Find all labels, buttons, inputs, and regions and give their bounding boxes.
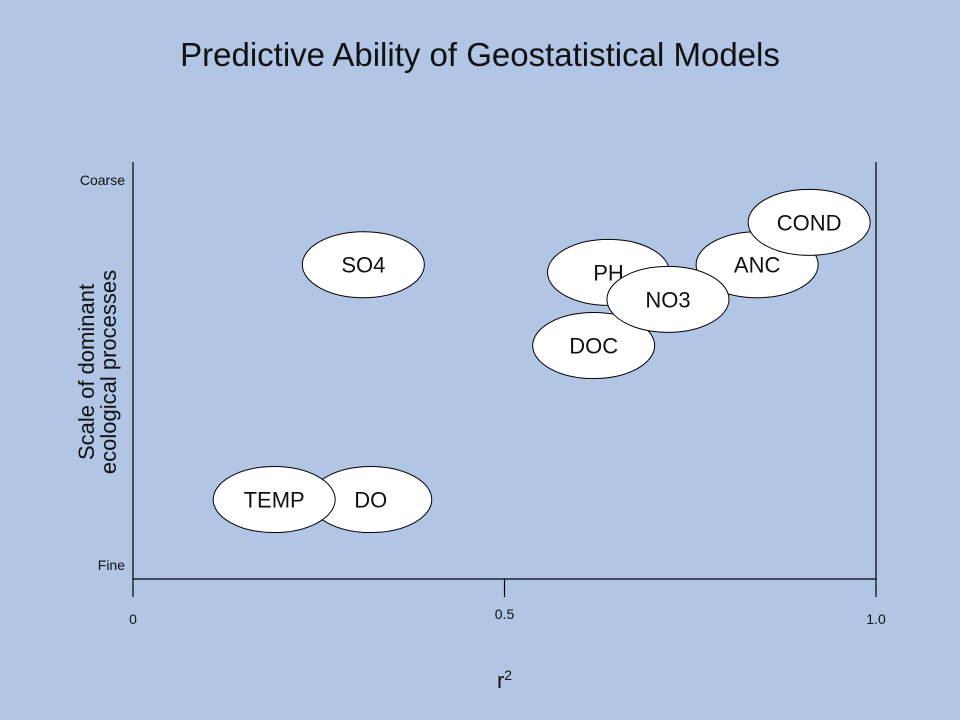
bubble-label: ANC bbox=[734, 253, 781, 278]
bubble-ellipse bbox=[212, 466, 336, 534]
bubble-do: DO bbox=[309, 466, 433, 534]
bubble-ellipse bbox=[301, 231, 425, 299]
bubble-ellipse bbox=[747, 188, 871, 256]
y-axis-title: Scale of dominantecological processes bbox=[74, 270, 121, 474]
bubble-no3: NO3 bbox=[606, 265, 730, 333]
x-tick-label: 0 bbox=[129, 611, 137, 627]
x-axis-title-base: r bbox=[497, 668, 504, 693]
y-axis-title-text: Scale of dominantecological processes bbox=[74, 270, 121, 474]
axes: 0 0.5 1.0 Fine Coarse bbox=[80, 162, 886, 627]
bubble-temp: TEMP bbox=[212, 466, 336, 534]
bubble-doc: DOC bbox=[532, 312, 656, 380]
bubble-label: NO3 bbox=[645, 287, 690, 312]
bubble-label: SO4 bbox=[341, 253, 385, 278]
y-axis-title-line: ecological processes bbox=[96, 270, 121, 474]
y-tick-label: Coarse bbox=[80, 172, 125, 188]
x-tick-label: 0.5 bbox=[495, 606, 515, 622]
bubble-label: TEMP bbox=[244, 488, 305, 513]
bubble-label: DO bbox=[354, 488, 387, 513]
x-tick-label: 1.0 bbox=[866, 611, 886, 627]
y-tick-label: Fine bbox=[98, 557, 125, 573]
bubble-ellipse bbox=[532, 312, 656, 380]
bubble-label: DOC bbox=[569, 334, 618, 359]
y-axis-title-line: Scale of dominant bbox=[74, 284, 99, 460]
bubble-ellipse bbox=[606, 265, 730, 333]
bubble-cond: COND bbox=[747, 188, 871, 256]
bubble-so4: SO4 bbox=[301, 231, 425, 299]
bubble-label: COND bbox=[777, 210, 842, 235]
x-axis-title: r2 bbox=[497, 667, 512, 693]
x-axis-title-superscript: 2 bbox=[504, 667, 512, 683]
chart-title: Predictive Ability of Geostatistical Mod… bbox=[180, 36, 780, 73]
